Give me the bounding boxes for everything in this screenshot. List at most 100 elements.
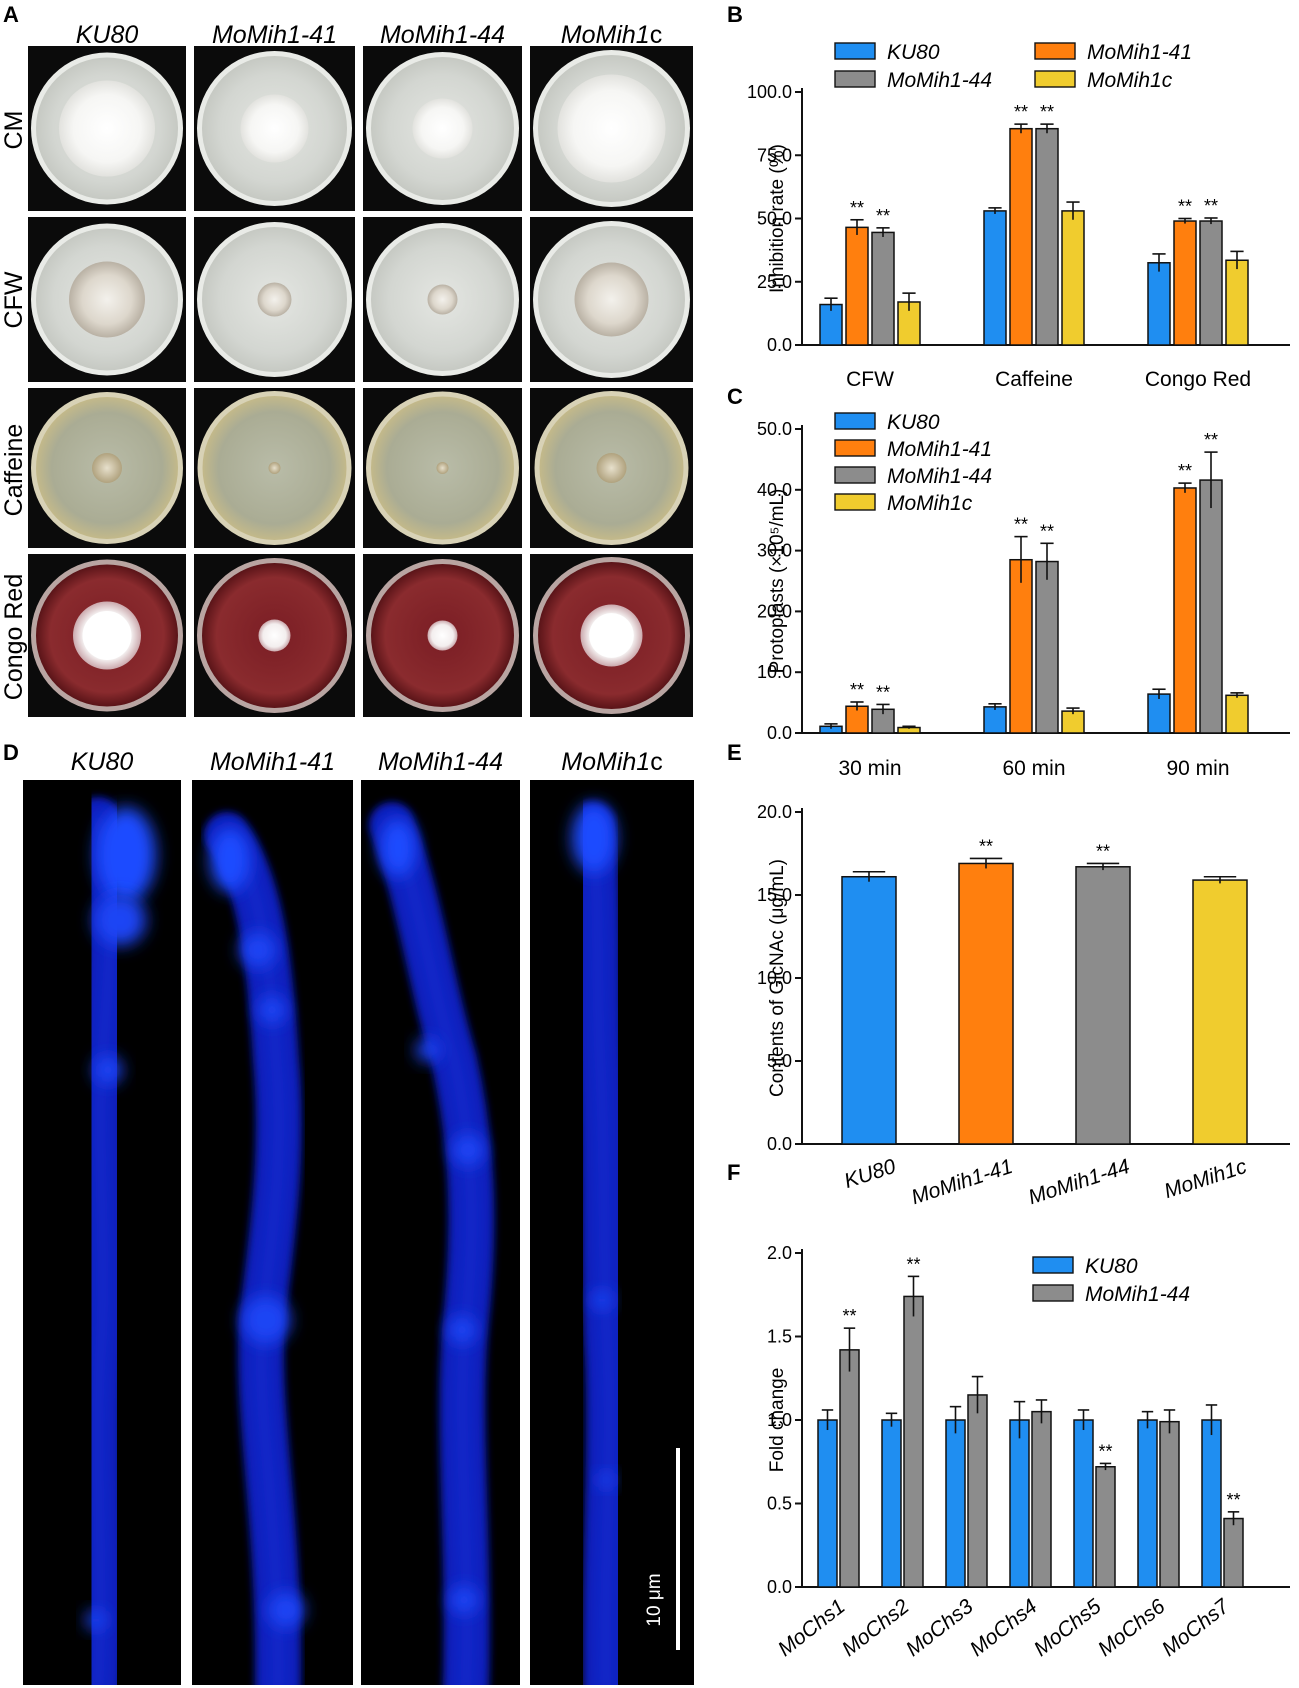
significance-mark: ** xyxy=(1204,430,1218,450)
y-tick-label: 1.5 xyxy=(767,1327,792,1347)
panel-d-header-1: MoMih1-41 xyxy=(210,748,335,776)
category-label: MoChs2 xyxy=(838,1595,914,1661)
fluorescent-spot xyxy=(94,1056,122,1084)
bar-MoMih1-44 xyxy=(839,1349,860,1588)
hyphal-tip xyxy=(96,807,156,903)
y-tick-label: 20.0 xyxy=(757,802,792,822)
significance-mark: ** xyxy=(876,206,890,226)
chart-f: 0.0 0.5 1.0 1.5 2.0 Fold change ** MoChs1 ** MoCh… xyxy=(767,1243,1290,1661)
category-label: MoMih1-41 xyxy=(909,1155,1016,1209)
panel-label-f: F xyxy=(727,1160,740,1185)
fungal-colony xyxy=(69,261,145,338)
colony-center xyxy=(82,611,132,660)
bar-MoMih1-44 xyxy=(967,1394,988,1588)
hyphal-tip xyxy=(210,828,250,892)
significance-mark: ** xyxy=(979,836,993,856)
bar-MoMih1-44 xyxy=(1095,1466,1116,1588)
fluorescent-spot xyxy=(416,1038,440,1062)
bar-KU80 xyxy=(1009,1419,1030,1588)
bar-MoMih1-41 xyxy=(958,862,1014,1145)
significance-mark: ** xyxy=(1040,102,1054,122)
panel-label-a: A xyxy=(3,2,19,27)
significance-mark: ** xyxy=(1178,461,1192,481)
bar-KU80 xyxy=(1137,1419,1158,1588)
bar-MoMih1-41 xyxy=(1009,127,1033,346)
significance-mark: ** xyxy=(1098,1441,1112,1461)
significance-mark: ** xyxy=(1178,197,1192,217)
bar-KU80 xyxy=(1147,262,1171,346)
y-tick-label: 2.0 xyxy=(767,1243,792,1263)
panel-label-c: C xyxy=(727,384,743,409)
legend: KU80 MoMih1-41 MoMih1-44 MoMih1c xyxy=(834,411,992,515)
fluorescent-spot xyxy=(258,996,286,1024)
fungal-colony xyxy=(59,80,155,177)
bar-MoMih1c xyxy=(1061,710,1085,734)
y-tick-label: 5.0 xyxy=(767,1051,792,1071)
significance-mark: ** xyxy=(1014,515,1028,535)
legend-swatch xyxy=(1032,1284,1074,1302)
y-tick-label: 1.0 xyxy=(767,1410,792,1430)
bar-KU80 xyxy=(983,210,1007,346)
category-label: KU80 xyxy=(841,1155,898,1193)
category-label: MoChs7 xyxy=(1158,1594,1235,1661)
bar-MoMih1-44 xyxy=(1223,1517,1244,1588)
bar-MoMih1c xyxy=(1225,694,1249,734)
bar-MoMih1-44 xyxy=(1035,127,1059,346)
panel-a-row-label-0: CM xyxy=(0,111,28,150)
fungal-colony xyxy=(436,462,449,474)
legend-swatch xyxy=(1032,1256,1074,1274)
category-label: MoMih1-44 xyxy=(1026,1155,1133,1209)
legend-swatch xyxy=(834,70,876,88)
bar-MoMih1c xyxy=(1192,879,1248,1145)
y-tick-label: 10.0 xyxy=(757,662,792,682)
fluorescent-spot xyxy=(242,1296,290,1344)
legend-label: KU80 xyxy=(1085,1255,1138,1278)
fungal-colony xyxy=(574,262,649,337)
y-tick-label: 40.0 xyxy=(757,480,792,500)
y-tick-label: 0.5 xyxy=(767,1494,792,1514)
panel-label-b: B xyxy=(727,2,743,27)
category-label: 30 min xyxy=(838,757,901,780)
category-label: MoChs3 xyxy=(902,1595,978,1661)
bar-KU80 xyxy=(1073,1419,1094,1588)
bar-KU80 xyxy=(945,1419,966,1588)
hypha-core xyxy=(87,809,122,1685)
y-tick-label: 0.0 xyxy=(767,723,792,743)
bar-MoMih1c xyxy=(1061,210,1085,346)
bar-KU80 xyxy=(841,875,897,1145)
significance-mark: ** xyxy=(1096,841,1110,861)
chart-c: 0.0 10.0 20.0 30.0 40.0 50.0 Protoplasts (×10⁵… xyxy=(757,411,1290,780)
bar-MoMih1-44 xyxy=(903,1295,924,1588)
panel-a-header-1: MoMih1-41 xyxy=(212,21,337,49)
legend-label: KU80 xyxy=(887,411,940,434)
fungal-colony xyxy=(557,74,666,183)
category-label: 90 min xyxy=(1166,757,1229,780)
fungal-colony xyxy=(268,462,281,474)
bar-MoMih1-41 xyxy=(1173,220,1197,346)
fungal-colony xyxy=(92,453,122,483)
significance-mark: ** xyxy=(1040,521,1054,541)
bar-MoMih1-44 xyxy=(1075,866,1131,1145)
y-tick-label: 25.0 xyxy=(757,272,792,292)
y-axis-label: Contents of GlcNAc (μg/mL) xyxy=(767,859,788,1097)
panel-a-row-label-1: CFW xyxy=(0,271,28,328)
category-label: MoChs5 xyxy=(1030,1595,1106,1661)
fluorescent-spot xyxy=(240,932,276,968)
colony-center xyxy=(589,613,634,658)
category-label: MoChs4 xyxy=(966,1595,1042,1661)
significance-mark: ** xyxy=(1204,196,1218,216)
panel-a-row-label-2: Caffeine xyxy=(0,424,28,517)
chart-b: 0.0 25.0 50.0 75.0 100.0 Inhibition rate (%) *… xyxy=(747,41,1290,391)
fluorescent-spot xyxy=(450,1586,478,1614)
category-label: MoChs6 xyxy=(1094,1595,1170,1661)
fungal-colony xyxy=(427,620,458,651)
fungal-colony xyxy=(258,619,291,652)
category-label: Congo Red xyxy=(1145,368,1251,391)
bar-KU80 xyxy=(1201,1419,1222,1588)
significance-mark: ** xyxy=(842,1306,856,1326)
legend-label: MoMih1-44 xyxy=(887,465,992,488)
panel-a-row-label-3: Congo Red xyxy=(0,574,28,700)
bar-MoMih1c xyxy=(1225,259,1249,346)
significance-mark: ** xyxy=(1226,1490,1240,1510)
